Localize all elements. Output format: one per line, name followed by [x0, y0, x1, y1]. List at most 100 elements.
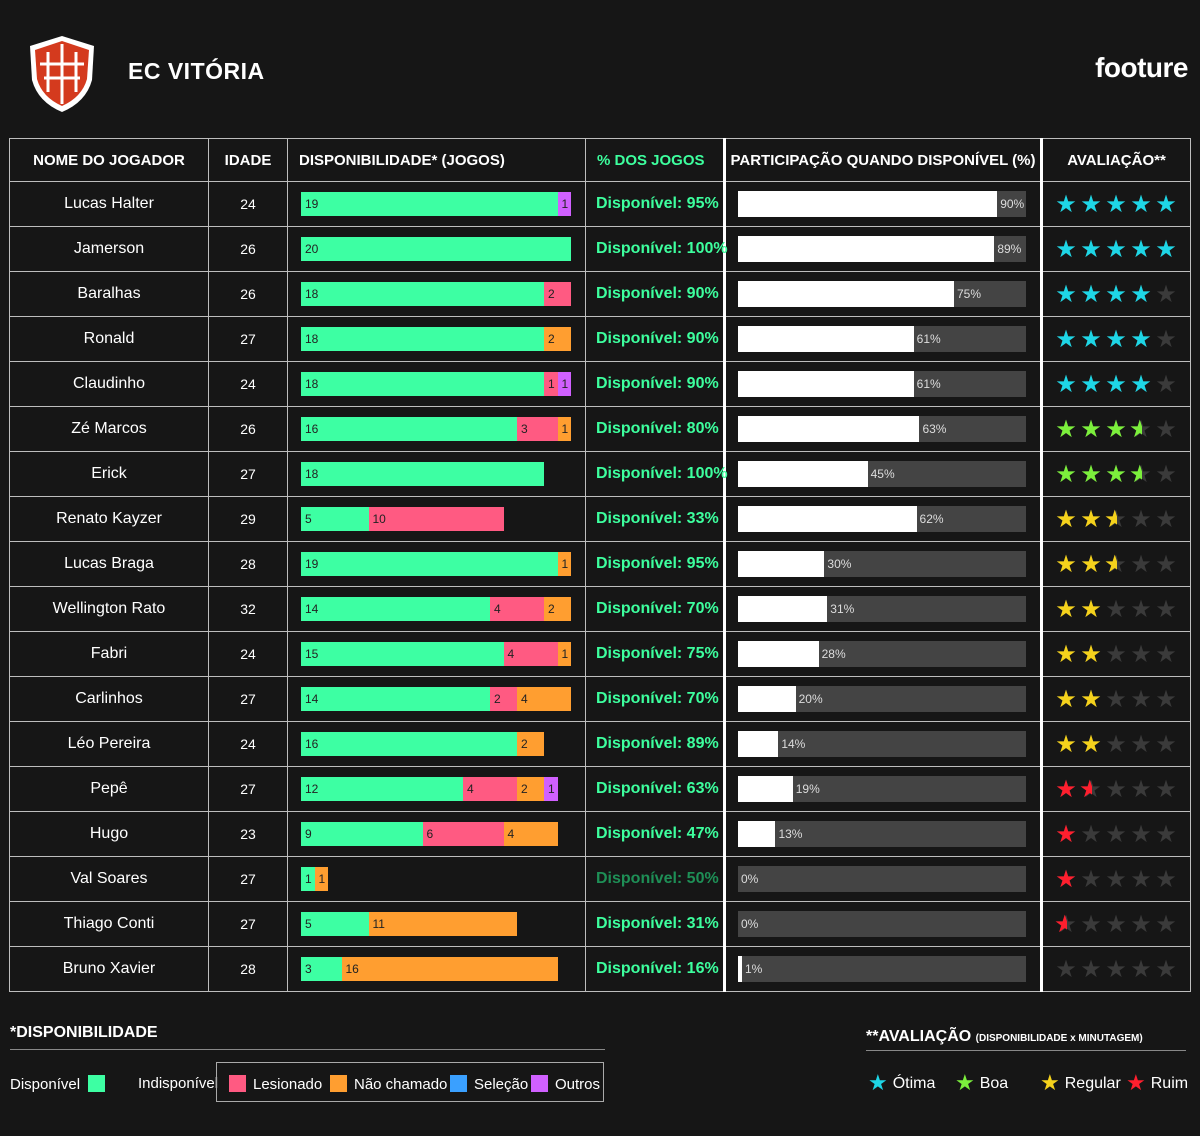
star-fill: ★ — [1055, 730, 1078, 758]
star-fill: ★ — [1129, 415, 1142, 443]
availability-cell: 5 11 — [287, 901, 586, 947]
star-icon: ★ ★ — [1130, 325, 1153, 353]
availability-cell: 19 1 — [287, 541, 586, 587]
participation-label: 63% — [922, 422, 947, 436]
rating-legend-otima: ★ Ótima — [868, 1070, 935, 1096]
participation-fill — [738, 461, 868, 487]
player-name: Léo Pereira — [9, 721, 209, 767]
bar-segment-not-called: 16 — [341, 957, 558, 981]
star-icon: ★ ★ — [1055, 325, 1078, 353]
table-row: Zé Marcos 26 16 3 1 Disponível: 80% 63% ★ ★ ★ ★ ★ ★ ★… — [9, 406, 1191, 452]
participation-cell: 14% — [723, 721, 1043, 767]
star-fill: ★ — [1105, 415, 1128, 443]
star-fill: ★ — [1055, 865, 1078, 893]
star-icon: ★ ★ — [1055, 235, 1078, 263]
rating-stars: ★ ★ ★ ★ ★ ★ ★ — [1041, 631, 1191, 677]
bar-segment-not-called: 2 — [544, 597, 571, 621]
star-fill: ★ — [1130, 370, 1153, 398]
star-icon: ★ ★ — [1104, 505, 1128, 533]
participation-fill — [738, 776, 793, 802]
star-fill: ★ — [1080, 460, 1103, 488]
star-icon: ★ ★ — [1080, 685, 1103, 713]
participation-cell: 0% — [723, 856, 1043, 902]
rating-legend-boa-label: Boa — [979, 1075, 1009, 1092]
star-fill: ★ — [1130, 190, 1153, 218]
star-icon: ★ ★ — [1105, 190, 1128, 218]
rating-stars: ★ ★ ★ ★ ★ ★ ★ — [1041, 721, 1191, 767]
star-icon: ★ — [1130, 775, 1153, 803]
rating-legend-boa: ★ Boa — [955, 1070, 1008, 1096]
bar-segment-available: 1 — [301, 867, 315, 891]
bar-segment-not-called: 4 — [503, 822, 558, 846]
participation-fill — [738, 506, 917, 532]
availability-cell: 18 — [287, 451, 586, 497]
team-crest-logo — [30, 36, 94, 112]
participation-bar: 14% — [738, 731, 1026, 757]
star-icon: ★ ★ — [1080, 325, 1103, 353]
star-icon: ★ ★ — [1129, 460, 1153, 488]
star-icon: ★ ★ — [1079, 775, 1103, 803]
table-row: Renato Kayzer 29 5 10 Disponível: 33% 62% ★ ★ ★ ★… — [9, 496, 1191, 542]
availability-bar: 3 16 — [301, 957, 585, 981]
pct-games: Disponível: 31% — [585, 901, 725, 947]
star-icon: ★ — [1130, 955, 1153, 983]
star-fill: ★ — [1080, 505, 1103, 533]
star-icon: ★ ★ — [1055, 685, 1078, 713]
player-age: 24 — [208, 631, 288, 677]
star-fill: ★ — [1055, 505, 1078, 533]
bar-segment-not-called: 11 — [368, 912, 517, 936]
star-fill: ★ — [1105, 460, 1128, 488]
participation-label: 30% — [827, 557, 852, 571]
legend-other: Outros — [531, 1075, 600, 1093]
availability-bar: 18 2 — [301, 327, 585, 351]
bar-segment-available: 20 — [301, 237, 571, 261]
rating-legend-subtitle: (DISPONIBILIDADE x MINUTAGEM) — [975, 1033, 1143, 1044]
star-fill: ★ — [1104, 505, 1117, 533]
star-fill: ★ — [1080, 190, 1103, 218]
availability-bar: 19 1 — [301, 552, 585, 576]
star-fill: ★ — [1055, 370, 1078, 398]
star-icon: ★ — [1105, 955, 1128, 983]
rating-legend-regular: ★ Regular — [1040, 1070, 1121, 1096]
star-icon: ★ ★ — [1130, 190, 1153, 218]
star-icon: ★ — [1105, 730, 1128, 758]
participation-label: 28% — [821, 647, 846, 661]
legend-national-team-swatch — [450, 1075, 467, 1092]
availability-bar: 5 11 — [301, 912, 585, 936]
player-age: 23 — [208, 811, 288, 857]
star-fill: ★ — [1105, 370, 1128, 398]
bar-segment-available: 16 — [301, 732, 517, 756]
legend-injured-swatch — [229, 1075, 246, 1092]
table-row: Erick 27 18 Disponível: 100% 45% ★ ★ ★ ★ ★ ★ ★ ★ ★ — [9, 451, 1191, 497]
availability-cell: 14 4 2 — [287, 586, 586, 632]
availability-cell: 19 1 — [287, 181, 586, 227]
player-age: 24 — [208, 721, 288, 767]
table-row: Hugo 23 9 6 4 Disponível: 47% 13% ★ ★ ★ ★ ★ ★ — [9, 811, 1191, 857]
pct-games: Disponível: 80% — [585, 406, 725, 452]
star-icon: ★ — [1080, 955, 1103, 983]
bar-segment-available: 16 — [301, 417, 517, 441]
participation-cell: 61% — [723, 361, 1043, 407]
availability-bar: 14 2 4 — [301, 687, 585, 711]
pct-games: Disponível: 70% — [585, 676, 725, 722]
pct-games: Disponível: 63% — [585, 766, 725, 812]
star-icon: ★ ★ — [1080, 460, 1103, 488]
star-icon: ★ — [1080, 820, 1103, 848]
rating-legend-title: **AVALIAÇÃO (DISPONIBILIDADE x MINUTAGEM… — [866, 1028, 1143, 1046]
header-participation: PARTICIPAÇÃO QUANDO DISPONÍVEL (%) — [723, 138, 1043, 182]
participation-label: 90% — [1000, 197, 1025, 211]
star-fill: ★ — [1080, 550, 1103, 578]
player-name: Claudinho — [9, 361, 209, 407]
table-row: Jamerson 26 20 Disponível: 100% 89% ★ ★ ★ ★ ★ ★ ★ ★ ★… — [9, 226, 1191, 272]
star-icon: ★ ★ — [1104, 550, 1128, 578]
star-icon: ★ — [1105, 820, 1128, 848]
star-icon: ★ ★ — [1105, 325, 1128, 353]
participation-label: 1% — [745, 962, 763, 976]
player-name: Renato Kayzer — [9, 496, 209, 542]
star-fill: ★ — [1080, 280, 1103, 308]
participation-cell: 61% — [723, 316, 1043, 362]
table-row: Léo Pereira 24 16 2 Disponível: 89% 14% ★ ★ ★ ★ ★ ★… — [9, 721, 1191, 767]
availability-bar: 14 4 2 — [301, 597, 585, 621]
bar-segment-available: 15 — [301, 642, 504, 666]
